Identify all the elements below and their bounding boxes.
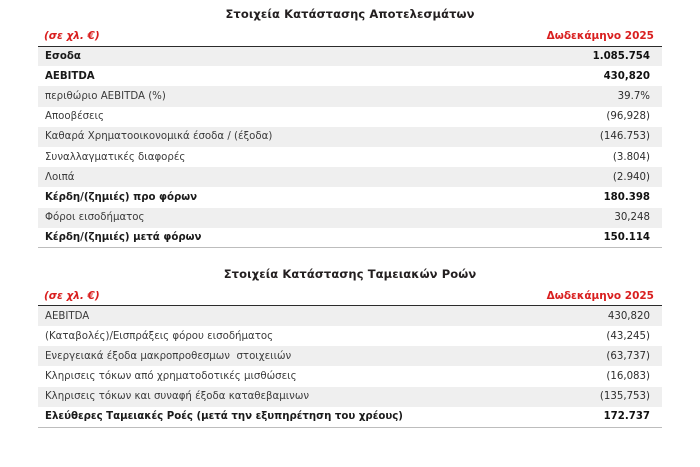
income-statement-section: Στοιχεία Κατάστασης Αποτελεσμάτων (σε χλ… <box>0 7 700 255</box>
row-value: (43,245) <box>462 326 662 347</box>
table-row: Ενεργειακά έξοδα μακροπροθεσμων στοιχειι… <box>38 346 662 367</box>
income-statement-table-wrap: (σε χλ. €) Δωδεκάμηνο 2025 Εσοδα 1.085.7… <box>0 26 700 255</box>
table-header-row: (σε χλ. €) Δωδεκάμηνο 2025 <box>38 285 662 307</box>
row-value: 180.398 <box>462 187 662 208</box>
income-statement-title: Στοιχεία Κατάστασης Αποτελεσμάτων <box>225 7 475 21</box>
row-label: Ενεργειακά έξοδα μακροπροθεσμων στοιχειι… <box>38 346 463 367</box>
row-value: (3.804) <box>462 146 662 168</box>
row-value: (2.940) <box>462 167 662 188</box>
table-row: περιθώριο AEBITDA (%) 39.7% <box>38 86 662 107</box>
table-row: Φόροι εισοδήματος 30,248 <box>38 207 662 228</box>
row-value: 430,820 <box>462 305 662 327</box>
row-label: περιθώριο AEBITDA (%) <box>38 86 463 107</box>
cash-flow-body: AEBITDA 430,820 (Καταβολές)/Εισπράξεις φ… <box>38 305 662 434</box>
row-value: (146.753) <box>462 126 662 147</box>
period-column-header: Δωδεκάμηνο 2025 <box>462 26 662 47</box>
row-label: Κληρισεις τόκων από χρηματοδοτικές μισθώ… <box>38 366 463 387</box>
row-label: Κέρδη/(ζημιές) προ φόρων <box>38 187 463 208</box>
row-label: Εσοδα <box>38 46 463 67</box>
table-row: Συναλλαγματικές διαφορές (3.804) <box>38 146 662 168</box>
row-label: Καθαρά Χρηματοοικονομικά έσοδα / (έξοδα) <box>38 126 463 147</box>
row-label: Κέρδη/(ζημιές) μετά φόρων <box>38 227 463 248</box>
row-value: 430,820 <box>462 66 662 87</box>
cash-flow-title: Στοιχεία Κατάστασης Ταμειακών Ροών <box>223 266 477 281</box>
row-label: Κληρισεις τόκων και συναφή έξοδα καταθεβ… <box>38 386 463 407</box>
income-statement-table: (σε χλ. €) Δωδεκάμηνο 2025 Εσοδα 1.085.7… <box>38 26 662 255</box>
row-value: 172.737 <box>462 406 662 427</box>
cash-flow-table: (σε χλ. €) Δωδεκάμηνο 2025 AEBITDA 430,8… <box>38 285 662 434</box>
table-row: Αποοβέσεις (96,928) <box>38 106 662 127</box>
table-row: Εσοδα 1.085.754 <box>38 46 662 67</box>
table-row: Κληρισεις τόκων και συναφή έξοδα καταθεβ… <box>38 386 662 407</box>
row-value: 30,248 <box>462 207 662 228</box>
table-row: Καθαρά Χρηματοοικονομικά έσοδα / (έξοδα)… <box>38 126 662 147</box>
row-label: (Καταβολές)/Εισπράξεις φόρου εισοδήματος <box>38 326 463 347</box>
row-value: (16,083) <box>462 366 662 387</box>
row-value: (135,753) <box>462 386 662 407</box>
row-value: (96,928) <box>462 106 662 127</box>
row-label: Αποοβέσεις <box>38 106 463 127</box>
table-row: AEBITDA 430,820 <box>38 66 662 87</box>
table-row: AEBITDA 430,820 <box>38 305 662 327</box>
row-value: (63,737) <box>462 346 662 367</box>
table-row: Κέρδη/(ζημιές) μετά φόρων 150.114 <box>38 227 662 248</box>
table-bottom-rule <box>38 247 662 255</box>
row-label: AEBITDA <box>38 66 463 87</box>
period-column-header: Δωδεκάμηνο 2025 <box>462 285 662 307</box>
table-row: (Καταβολές)/Εισπράξεις φόρου εισοδήματος… <box>38 326 662 347</box>
units-label: (σε χλ. €) <box>38 26 463 47</box>
table-row: Ελεύθερες Ταμειακές Ροές (μετά την εξυπη… <box>38 406 662 427</box>
row-value: 1.085.754 <box>462 46 662 67</box>
row-label: Φόροι εισοδήματος <box>38 207 463 228</box>
table-row: Κληρισεις τόκων από χρηματοδοτικές μισθώ… <box>38 366 662 387</box>
cash-flow-table-wrap: (σε χλ. €) Δωδεκάμηνο 2025 AEBITDA 430,8… <box>0 285 700 434</box>
table-row: Κέρδη/(ζημιές) προ φόρων 180.398 <box>38 187 662 208</box>
row-label: Ελεύθερες Ταμειακές Ροές (μετά την εξυπη… <box>38 406 463 427</box>
row-label: Συναλλαγματικές διαφορές <box>38 146 463 168</box>
row-label: AEBITDA <box>38 305 463 327</box>
income-statement-body: Εσοδα 1.085.754 AEBITDA 430,820 περιθώρι… <box>38 46 662 255</box>
table-bottom-rule <box>38 426 662 434</box>
table-row: Λοιπά (2.940) <box>38 167 662 188</box>
table-header-row: (σε χλ. €) Δωδεκάμηνο 2025 <box>38 26 662 47</box>
row-label: Λοιπά <box>38 167 463 188</box>
row-value: 39.7% <box>462 86 662 107</box>
units-label: (σε χλ. €) <box>38 285 463 307</box>
row-value: 150.114 <box>462 227 662 248</box>
cash-flow-section: Στοιχεία Κατάστασης Ταμειακών Ροών (σε χ… <box>0 259 700 434</box>
